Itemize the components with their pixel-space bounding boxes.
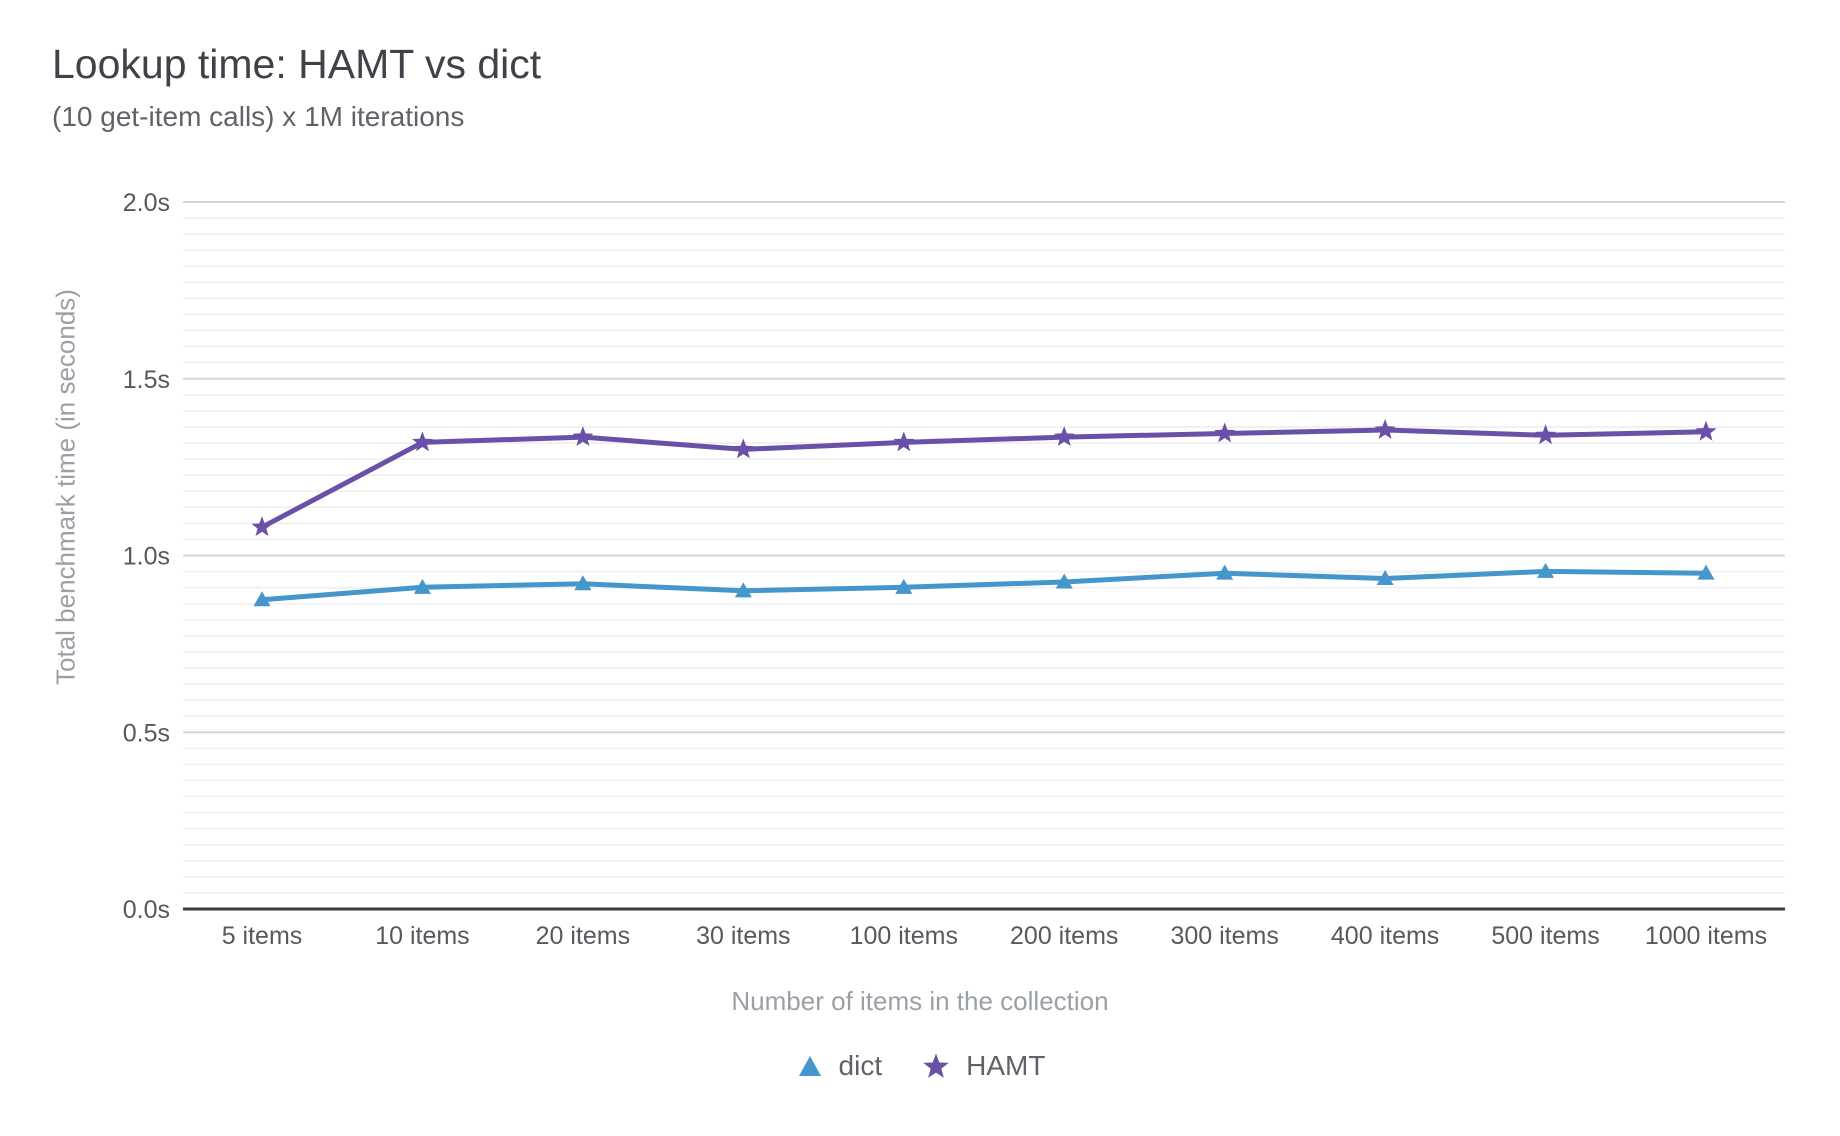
hamt-marker <box>893 431 915 452</box>
star-icon <box>920 1051 952 1081</box>
dict-marker <box>1216 564 1234 580</box>
chart-subtitle: (10 get-item calls) x 1M iterations <box>52 101 465 132</box>
hamt-marker <box>1374 419 1396 439</box>
hamt-marker <box>1695 420 1717 441</box>
chart-title: Lookup time: HAMT vs dict <box>52 41 542 87</box>
triangle-icon <box>795 1053 825 1079</box>
hamt-marker <box>251 516 273 537</box>
dict-marker <box>574 575 592 591</box>
x-tick-label: 400 items <box>1331 922 1439 950</box>
hamt-marker <box>572 426 594 446</box>
dict-marker <box>1376 569 1394 585</box>
hamt-series-line <box>259 427 1709 530</box>
x-tick-label: 5 items <box>222 922 303 950</box>
dict-marker <box>1697 564 1715 580</box>
hamt-marker <box>732 438 754 459</box>
x-tick-label: 300 items <box>1170 922 1278 950</box>
hamt-marker <box>1214 422 1236 443</box>
legend-item-dict: dict <box>795 1050 883 1082</box>
dict-marker <box>413 578 431 594</box>
y-tick-label: 2.0s <box>123 189 170 217</box>
dict-series-line <box>259 568 1709 603</box>
x-tick-label: 200 items <box>1010 922 1118 950</box>
y-tick-label: 0.5s <box>123 719 170 747</box>
y-tick-label: 1.0s <box>123 543 170 571</box>
hamt-marker <box>1535 424 1556 445</box>
hamt-marker <box>1053 426 1075 446</box>
x-tick-label: 30 items <box>696 922 790 950</box>
x-tick-label: 100 items <box>850 922 958 950</box>
x-axis-title: Number of items in the collection <box>731 986 1109 1016</box>
x-tick-label: 500 items <box>1491 922 1599 950</box>
x-tick-label: 20 items <box>536 922 630 950</box>
y-tick-label: 1.5s <box>123 366 170 394</box>
x-tick-label: 1000 items <box>1645 922 1767 950</box>
legend: dict HAMT <box>0 1046 1840 1086</box>
dict-marker <box>253 591 271 607</box>
legend-item-hamt: HAMT <box>920 1050 1045 1082</box>
legend-label-dict: dict <box>838 1050 883 1081</box>
x-tick-label: 10 items <box>375 922 469 950</box>
hamt-marker <box>412 431 433 452</box>
y-tick-label: 0.0s <box>123 896 170 924</box>
dict-marker <box>1537 562 1555 578</box>
dict-marker <box>1055 573 1073 589</box>
dict-marker <box>895 578 913 594</box>
dict-marker <box>734 582 752 598</box>
legend-label-hamt: HAMT <box>966 1050 1046 1081</box>
